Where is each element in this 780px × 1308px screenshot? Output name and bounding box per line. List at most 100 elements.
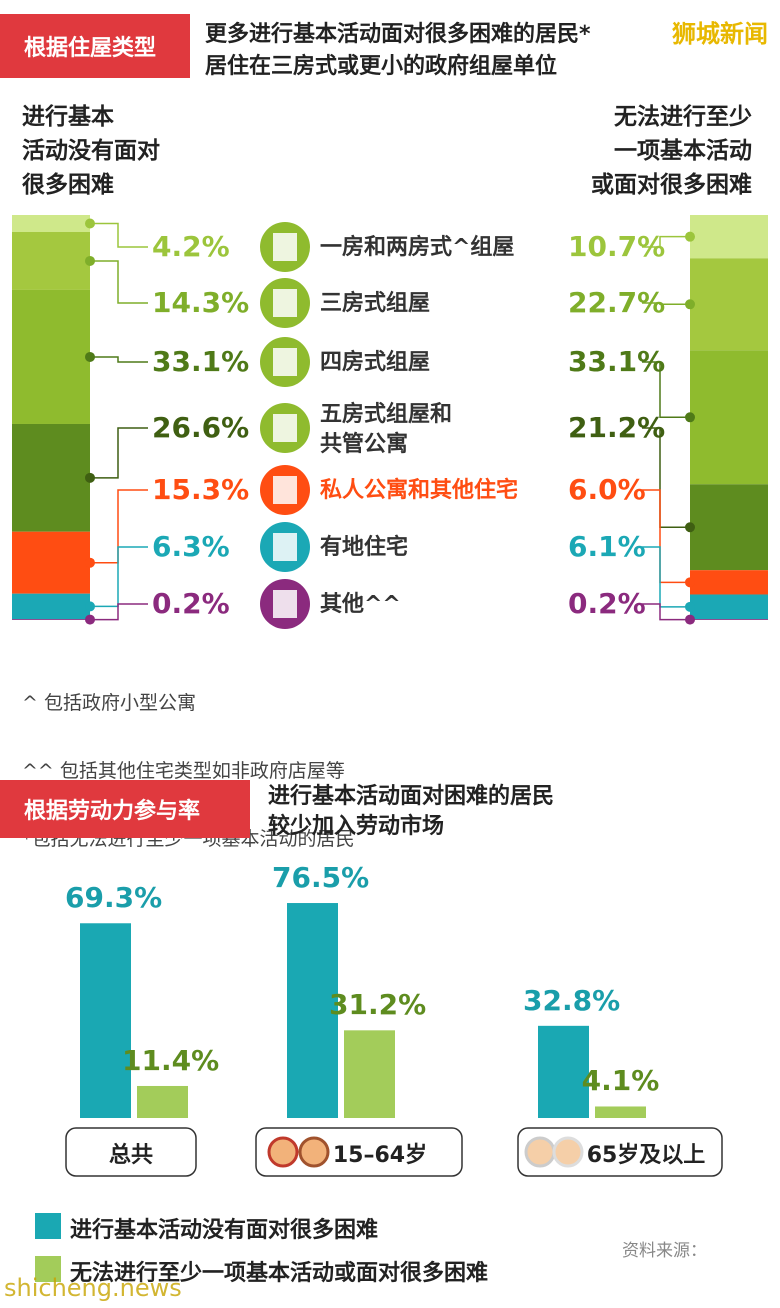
connector [90,603,148,621]
connector-dot [685,299,695,310]
value-label: 4.1% [581,1064,660,1098]
footnotes: ^ 包括政府小型公寓 ^^ 包括其他住宅类型如非政府店屋等 *包括无法进行至少一… [22,652,355,890]
icon-building [273,533,297,561]
category-label: 其他^^ [320,592,401,617]
connector [642,603,690,621]
value-label: 11.4% [122,1043,220,1077]
value-label: 15.3% [152,473,250,506]
connector-dot [685,231,695,242]
legend-label: 进行基本活动没有面对很多困难 [70,1218,379,1243]
segment [690,594,768,620]
value-label: 6.3% [152,530,230,563]
legend-swatch [35,1256,61,1282]
category-label: 有地住宅 [320,535,409,560]
icon-building [273,414,297,442]
connector-dot [85,218,95,229]
category-label: 65岁及以上 [586,1143,706,1168]
face-icon [298,1136,330,1168]
section-label: 根据住屋类型 [0,14,190,78]
value-label: 26.6% [152,411,250,444]
connector [642,427,690,529]
segment [12,593,90,620]
connector [642,235,690,248]
icon-building [273,476,297,504]
connector-dot [85,601,95,612]
series-label: 进行基本 活动没有面对 很多困难 [22,104,160,198]
bar [80,923,131,1118]
face-icon [267,1136,299,1168]
bar [538,1025,589,1118]
icon-building [273,590,297,618]
value-label: 0.2% [152,587,230,620]
segment [12,232,90,290]
connector-dot [685,601,695,612]
category-label: 私人公寓和其他住宅 [320,478,519,503]
icon-building [273,348,297,376]
chart-title: 更多进行基本活动面对很多困难的居民* [205,22,591,47]
connector-dot [685,577,695,588]
category-label: 四房式组屋 [320,350,431,375]
bar [595,1106,646,1118]
icon-building [273,233,297,261]
value-label: 6.1% [568,530,646,563]
segment [690,570,768,595]
source: 资料来源： [622,1241,707,1261]
legend-swatch [35,1213,61,1239]
value-label: 10.7% [568,230,666,263]
connector [90,356,148,363]
connector [90,222,148,248]
connector [90,260,148,304]
value-label: 6.0% [568,473,646,506]
connector [90,427,148,479]
brand: 狮城新闻 [672,20,768,48]
connector [642,302,690,306]
connector-dot [85,557,95,568]
section-label: 根据劳动力参与率 [0,780,250,838]
face-icon [524,1136,556,1168]
segment [12,289,90,424]
watermark: shicheng.news [4,1274,182,1302]
category-box [65,1127,197,1177]
footnote: ^^ 包括其他住宅类型如非政府店屋等 [22,760,345,782]
value-label: 14.3% [152,286,250,319]
category-label: 五房式组屋和 共管公寓 [320,402,453,457]
segment [12,619,90,620]
value-label: 22.7% [568,286,666,319]
segment [690,619,768,620]
segment [690,258,768,351]
segment [690,350,768,485]
segment [12,531,90,594]
value-label: 21.2% [568,411,666,444]
category-label: 总共 [108,1143,153,1168]
value-label: 76.5% [272,861,370,895]
connector [642,361,690,419]
connector-dot [85,351,95,362]
connector-dot [85,472,95,483]
series-label: 无法进行至少 一项基本活动 或面对很多困难 [591,104,752,198]
connector-dot [685,412,695,423]
connector-dot [85,614,95,625]
value-label: 32.8% [523,983,621,1017]
icon-building [273,289,297,317]
connector-dot [85,255,95,266]
value-label: 0.2% [568,587,646,620]
bar [137,1085,188,1118]
bar [344,1030,395,1118]
connector [642,489,690,584]
category-label: 一房和两房式^组屋 [320,235,515,260]
connector [90,546,148,608]
value-label: 33.1% [568,345,666,378]
footnote: ^ 包括政府小型公寓 [22,692,196,714]
category-label: 15–64岁 [332,1143,428,1168]
chart-subtitle: 居住在三房式或更小的政府组屋单位 [205,54,558,79]
category-label: 三房式组屋 [320,291,431,316]
value-label: 69.3% [65,881,163,915]
segment [690,484,768,571]
legend-label: 无法进行至少一项基本活动或面对很多困难 [70,1261,489,1286]
value-label: 31.2% [329,988,427,1022]
connector [90,489,148,564]
value-label: 33.1% [152,345,250,378]
connector-dot [685,522,695,533]
